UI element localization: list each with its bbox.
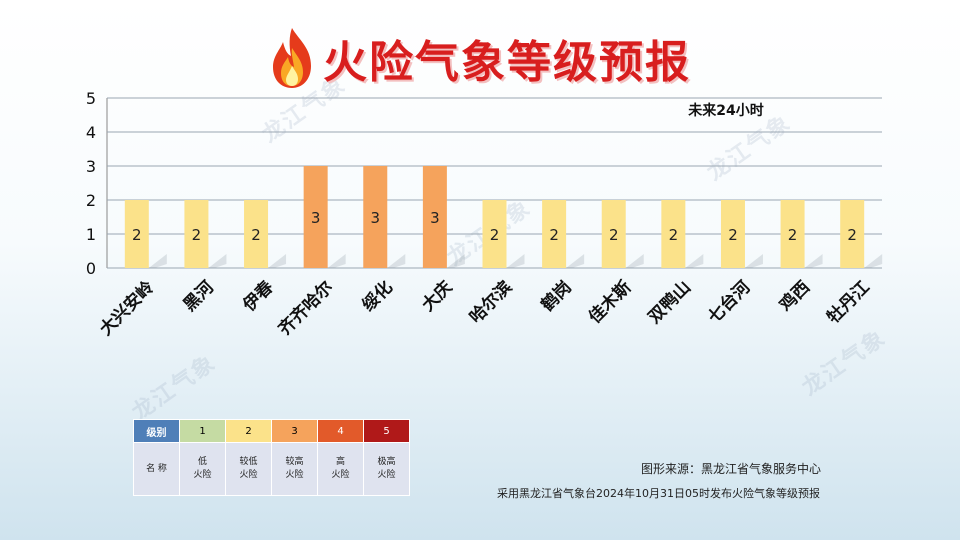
bar-value-label: 3 [370,209,380,227]
legend-level-5: 5 [363,419,410,443]
x-tick-label: 绥化 [358,277,397,316]
bar-shadow [148,254,167,268]
bar-shadow [685,254,704,268]
y-tick-label: 3 [86,157,96,176]
source-credit: 图形来源：黑龙江省气象服务中心 [641,462,822,476]
bar-shadow [268,254,287,268]
x-tick-label: 双鸭山 [644,277,695,328]
legend-name-1: 低火险 [179,442,226,496]
page-title: 火险气象等级预报 [0,26,960,90]
bar-value-label: 2 [669,226,679,244]
bar-shadow [446,254,465,268]
bar [601,200,626,268]
x-tick-label: 大庆 [418,277,457,316]
bar-shadow [208,254,227,268]
legend-name-3: 较高 火险 [271,442,318,496]
bar [840,200,865,268]
bar [363,166,388,268]
bar-value-label: 2 [490,226,500,244]
bar-value-label: 2 [549,226,559,244]
bar-shadow [327,254,346,268]
bar [482,200,507,268]
bar [124,200,149,268]
bar [720,200,745,268]
bar-shadow [744,254,763,268]
bar [422,166,447,268]
bar-value-label: 2 [132,226,142,244]
bar [542,200,567,268]
chart-annotation: 未来24小时 [688,102,763,119]
title-text: 火险气象等级预报 [323,37,691,88]
bar [303,166,328,268]
legend-name-label: 名 称 [133,442,180,496]
bar-value-label: 3 [430,209,440,227]
x-tick-label: 哈尔滨 [465,277,516,328]
bars: 2 2 2 3 3 3 2 2 2 2 2 2 2 [124,166,883,268]
bar-value-label: 2 [609,226,619,244]
forecast-note: 采用黑龙江省气象台2024年10月31日05时发布火险气象等级预报 [497,487,820,500]
x-tick-label: 齐齐哈尔 [274,277,337,340]
y-tick-label: 5 [86,89,96,108]
legend-header-row: 级别 1 2 3 4 5 [133,419,410,443]
legend-name-row: 名 称 低火险 较低 火险 较高 火险 高火险 极高 火险 [133,442,410,496]
flame-icon [273,28,311,88]
legend-name-5: 极高 火险 [363,442,410,496]
legend-header-label: 级别 [133,419,180,443]
bar [184,200,209,268]
legend-level-1: 1 [179,419,226,443]
bar-shadow [506,254,525,268]
bar-value-label: 2 [847,226,857,244]
x-tick-label: 鹤岗 [537,277,576,316]
legend-level-2: 2 [225,419,272,443]
bar-value-label: 3 [311,209,321,227]
bar [780,200,805,268]
bar-shadow [625,254,644,268]
legend-name-4: 高火险 [317,442,364,496]
y-axis-ticks: 0 1 2 3 4 5 [86,89,96,278]
bar-shadow [804,254,823,268]
bar-value-label: 2 [788,226,798,244]
bar-shadow [387,254,406,268]
x-tick-label: 鸡西 [775,277,815,317]
bar-value-label: 2 [192,226,202,244]
y-tick-label: 1 [86,225,96,244]
y-tick-label: 4 [86,123,96,142]
bar [661,200,686,268]
y-tick-label: 2 [86,191,96,210]
bar [244,200,269,268]
level-legend: 级别 1 2 3 4 5 名 称 低火险 较低 火险 较高 火险 高火险 极高 火险 [133,419,410,496]
x-tick-label: 大兴安岭 [95,277,158,340]
bar-value-label: 2 [251,226,261,244]
bar-shadow [864,254,883,268]
bar-shadow [566,254,585,268]
legend-level-4: 4 [317,419,364,443]
bar-value-label: 2 [728,226,738,244]
x-tick-label: 伊春 [238,277,278,317]
x-tick-label: 七台河 [704,277,755,328]
legend-level-3: 3 [271,419,318,443]
legend-name-2: 较低 火险 [225,442,272,496]
y-tick-label: 0 [86,259,96,278]
x-tick-label: 黑河 [180,277,218,315]
x-tick-label: 佳木斯 [584,277,635,328]
x-tick-label: 牡丹江 [823,277,874,328]
